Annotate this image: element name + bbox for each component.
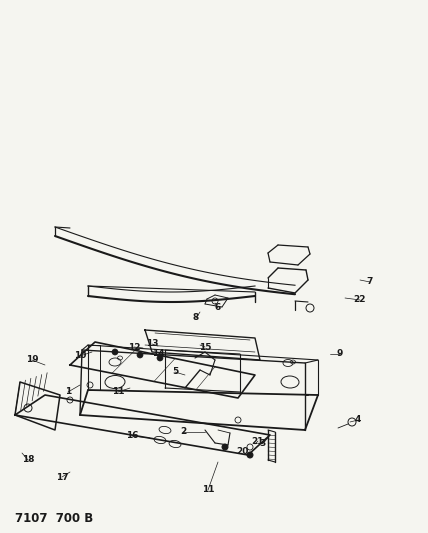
Text: 22: 22 bbox=[354, 295, 366, 304]
Text: 5: 5 bbox=[172, 367, 178, 376]
Text: 13: 13 bbox=[146, 340, 158, 349]
Circle shape bbox=[137, 352, 143, 358]
Text: 11: 11 bbox=[112, 387, 124, 397]
Text: 12: 12 bbox=[128, 343, 140, 351]
Text: 2: 2 bbox=[180, 427, 186, 437]
Text: 20: 20 bbox=[236, 448, 248, 456]
Circle shape bbox=[247, 452, 253, 458]
Text: 10: 10 bbox=[74, 351, 86, 360]
Text: 21: 21 bbox=[252, 437, 264, 446]
Text: 8: 8 bbox=[193, 313, 199, 322]
Text: 6: 6 bbox=[215, 303, 221, 312]
Text: 7107  700 B: 7107 700 B bbox=[15, 512, 93, 524]
Text: 9: 9 bbox=[337, 350, 343, 359]
Text: 16: 16 bbox=[126, 432, 138, 440]
Text: 4: 4 bbox=[355, 416, 361, 424]
Text: 14: 14 bbox=[152, 350, 164, 359]
Circle shape bbox=[222, 444, 228, 450]
Text: 15: 15 bbox=[199, 343, 211, 351]
Circle shape bbox=[112, 349, 118, 355]
Text: 19: 19 bbox=[26, 356, 39, 365]
Text: 11: 11 bbox=[202, 486, 214, 495]
Text: 17: 17 bbox=[56, 472, 68, 481]
Text: 18: 18 bbox=[22, 456, 34, 464]
Text: 7: 7 bbox=[367, 278, 373, 287]
Circle shape bbox=[157, 355, 163, 361]
Text: 1: 1 bbox=[65, 387, 71, 397]
Text: 3: 3 bbox=[260, 439, 266, 448]
